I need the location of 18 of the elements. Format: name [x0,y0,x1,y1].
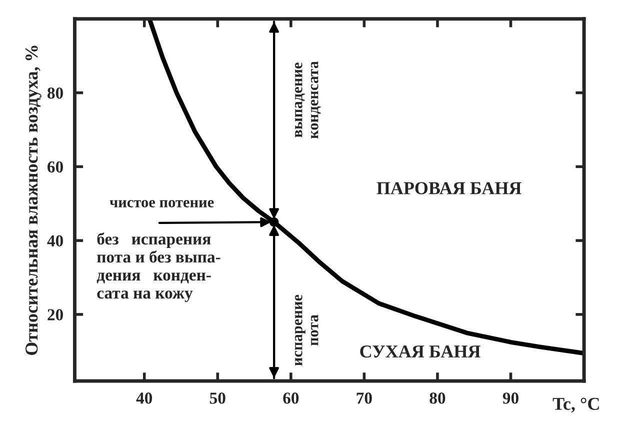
x-tick-label: 70 [356,392,372,404]
x-tick-label: 80 [430,392,446,404]
annotation: чистое потение [110,200,214,208]
x-tick-label: 60 [283,392,299,404]
annotation: выпадение конденсата [294,61,321,139]
annotation: без испарения пота и без выпа- дения конден- сата на кожу [96,232,220,302]
y-tick-label: 80 [48,87,63,99]
x-tick-label: 50 [210,392,226,404]
annotation: ПАРОВАЯ БАНЯ [376,182,522,194]
x-axis-title: Tc, °C [552,398,599,413]
y-tick-label: 60 [48,161,63,173]
y-tick-label: 40 [47,235,63,246]
y-tick-label: 20 [48,309,63,320]
annotation: испарение пота [294,294,318,366]
x-tick-label: 40 [136,392,152,404]
annotation: СУХАЯ БАНЯ [360,345,480,358]
y-axis-title: Относительная влажность воздуха, % [25,46,42,355]
x-tick-label: 90 [502,392,518,404]
